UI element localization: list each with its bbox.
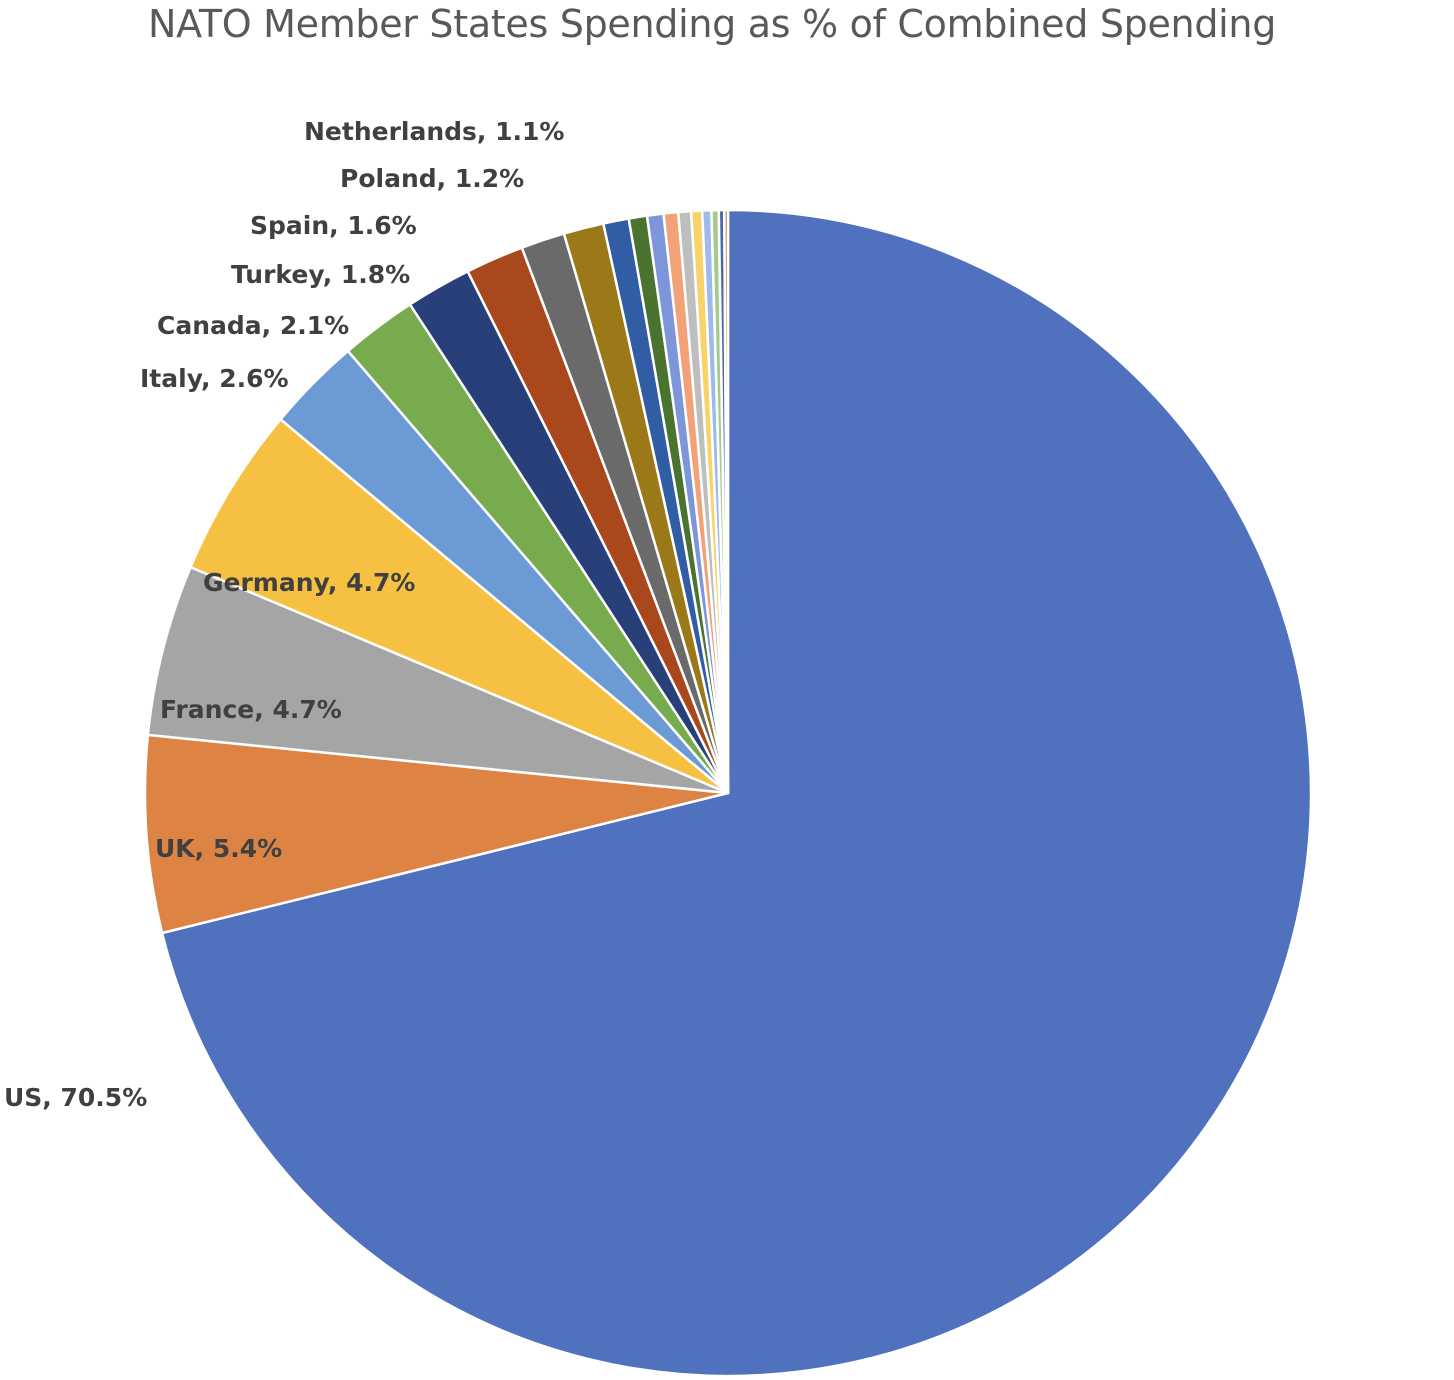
slice-label: Poland, 1.2% bbox=[340, 164, 524, 193]
slice-label: UK, 5.4% bbox=[155, 834, 282, 863]
pie-slice bbox=[189, 418, 730, 795]
slice-label: Germany, 4.7% bbox=[203, 568, 415, 597]
pie-slice bbox=[160, 208, 1313, 1378]
chart-title: NATO Member States Spending as % of Comb… bbox=[147, 2, 1277, 46]
slice-label: Italy, 2.6% bbox=[140, 364, 289, 393]
pie-labels: US, 70.5% UK, 5.4% France, 4.7% Germany, 4.… bbox=[4, 117, 564, 1112]
pie-slice bbox=[146, 565, 730, 795]
slice-label: Canada, 2.1% bbox=[157, 311, 349, 340]
slice-label: Netherlands, 1.1% bbox=[304, 117, 564, 146]
slice-label: Turkey, 1.8% bbox=[231, 260, 410, 289]
slice-label: France, 4.7% bbox=[160, 695, 342, 724]
pie-slice bbox=[143, 733, 730, 935]
slice-label: US, 70.5% bbox=[4, 1083, 147, 1112]
slice-label: Spain, 1.6% bbox=[250, 211, 417, 240]
pie-slice bbox=[723, 208, 730, 795]
pie-slices bbox=[143, 208, 1313, 1378]
